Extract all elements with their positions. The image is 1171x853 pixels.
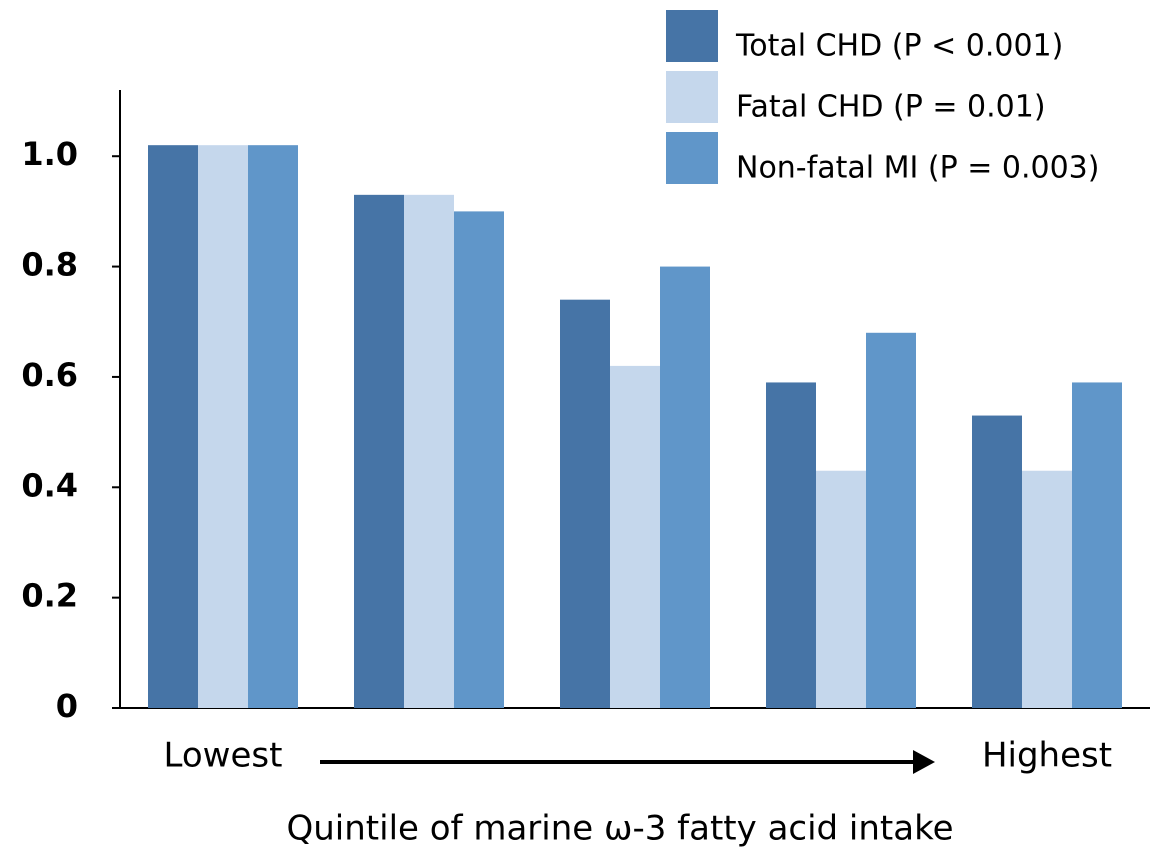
bar bbox=[610, 365, 660, 708]
bar bbox=[816, 470, 866, 708]
bar bbox=[354, 194, 404, 708]
legend-label: Non-fatal MI (P = 0.003) bbox=[736, 151, 1099, 186]
arrow-head bbox=[913, 750, 935, 774]
x-tick-label: Lowest bbox=[164, 736, 283, 776]
legend-label: Fatal CHD (P = 0.01) bbox=[736, 90, 1046, 125]
legend-label: Total CHD (P < 0.001) bbox=[735, 29, 1063, 64]
y-tick-label: 0 bbox=[56, 687, 78, 725]
legend-swatch bbox=[666, 71, 718, 123]
bar bbox=[248, 145, 298, 708]
bar bbox=[1072, 382, 1122, 708]
legend-swatch bbox=[666, 132, 718, 184]
bar bbox=[660, 266, 710, 708]
x-tick-label: Highest bbox=[982, 736, 1112, 776]
y-tick-label: 0.8 bbox=[21, 246, 78, 284]
bar bbox=[198, 145, 248, 708]
x-axis-label: Quintile of marine ω-3 fatty acid intake bbox=[287, 809, 954, 849]
y-tick-label: 0.6 bbox=[21, 356, 78, 394]
legend-swatch bbox=[666, 10, 718, 62]
y-tick-label: 0.4 bbox=[21, 466, 78, 504]
bar bbox=[866, 332, 916, 708]
bar bbox=[972, 415, 1022, 708]
bar bbox=[148, 145, 198, 708]
bar bbox=[404, 194, 454, 708]
bar bbox=[766, 382, 816, 708]
y-tick-label: 0.2 bbox=[21, 577, 78, 615]
bar bbox=[454, 211, 504, 708]
bar bbox=[560, 299, 610, 708]
y-tick-label: 1.0 bbox=[21, 135, 78, 173]
bar bbox=[1022, 470, 1072, 708]
